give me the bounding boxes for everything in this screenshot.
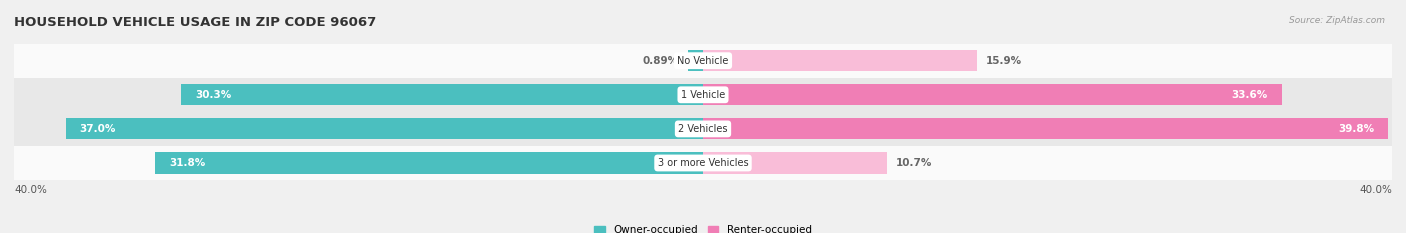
Text: 37.0%: 37.0% (80, 124, 115, 134)
Text: 33.6%: 33.6% (1232, 90, 1268, 100)
Legend: Owner-occupied, Renter-occupied: Owner-occupied, Renter-occupied (591, 221, 815, 233)
Bar (703, 152, 887, 174)
Text: HOUSEHOLD VEHICLE USAGE IN ZIP CODE 96067: HOUSEHOLD VEHICLE USAGE IN ZIP CODE 9606… (14, 16, 377, 29)
Text: 40.0%: 40.0% (1360, 185, 1392, 195)
Bar (14, 112, 1392, 146)
Text: 39.8%: 39.8% (1339, 124, 1375, 134)
Bar (703, 118, 1389, 140)
Text: 40.0%: 40.0% (14, 185, 46, 195)
Text: Source: ZipAtlas.com: Source: ZipAtlas.com (1289, 16, 1385, 25)
Bar (703, 84, 1282, 105)
Bar (14, 78, 1392, 112)
Text: 10.7%: 10.7% (896, 158, 932, 168)
Bar (703, 50, 977, 71)
Text: No Vehicle: No Vehicle (678, 56, 728, 66)
Text: 30.3%: 30.3% (195, 90, 231, 100)
Text: 0.89%: 0.89% (643, 56, 679, 66)
Text: 15.9%: 15.9% (986, 56, 1022, 66)
Text: 3 or more Vehicles: 3 or more Vehicles (658, 158, 748, 168)
Bar (688, 50, 703, 71)
Bar (14, 146, 1392, 180)
Bar (14, 44, 1392, 78)
Bar (66, 118, 703, 140)
Text: 31.8%: 31.8% (169, 158, 205, 168)
Text: 1 Vehicle: 1 Vehicle (681, 90, 725, 100)
Text: 2 Vehicles: 2 Vehicles (678, 124, 728, 134)
Bar (155, 152, 703, 174)
Bar (181, 84, 703, 105)
